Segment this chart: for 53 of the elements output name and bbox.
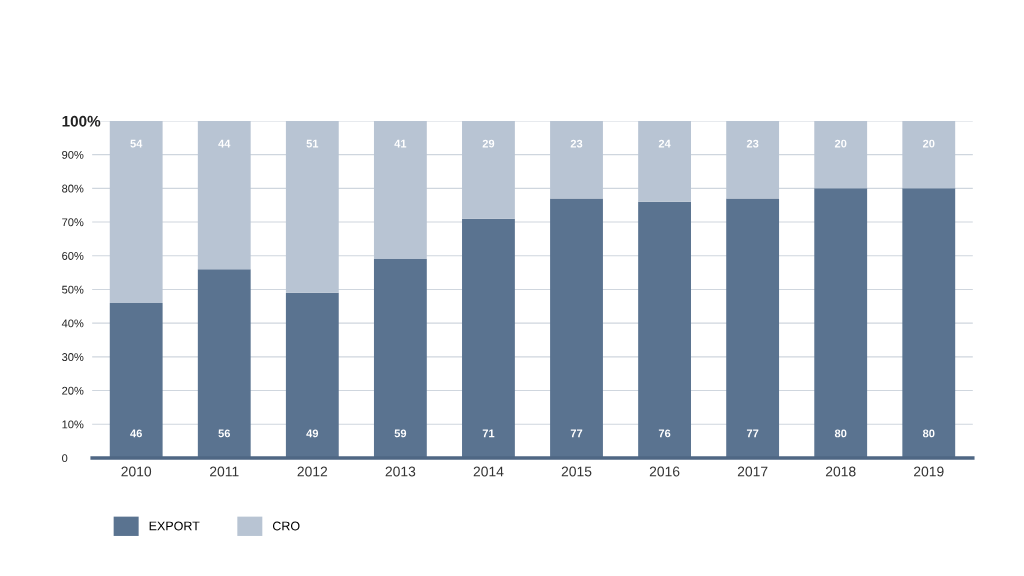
bar: [550, 120, 603, 199]
x-tick-label: 2018: [825, 466, 856, 477]
data-label: 44: [218, 139, 231, 148]
data-label: 76: [658, 429, 671, 438]
data-label: 54: [130, 139, 143, 148]
y-tick-label: 20%: [62, 386, 84, 395]
bar: [638, 120, 691, 202]
data-label: 56: [218, 429, 231, 438]
data-label: 80: [922, 429, 935, 438]
x-tick-label: 2017: [737, 466, 768, 477]
y-tick-label: 60%: [62, 252, 84, 260]
data-label: 29: [482, 139, 495, 148]
y-tick-label: 70%: [62, 218, 84, 227]
y-tick-label: 80%: [62, 184, 84, 193]
x-tick-label: 2010: [121, 466, 152, 477]
data-label: 24: [658, 139, 671, 148]
x-tick-label: 2013: [385, 466, 416, 477]
y-tick-label: 10%: [62, 420, 84, 429]
legend-label: CRO: [272, 521, 300, 531]
x-tick-label: 2011: [210, 466, 239, 477]
data-label: 41: [394, 139, 407, 148]
y-tick-label: 0: [62, 454, 68, 463]
x-tick-label: 2014: [473, 466, 504, 477]
bar: [109, 120, 163, 303]
y-tick-label: 30%: [62, 353, 84, 361]
y-tick-label: 50%: [62, 285, 84, 294]
bar: [902, 120, 956, 189]
y-tick-label: 40%: [61, 319, 84, 328]
data-label: 80: [834, 429, 847, 438]
x-tick-label: 2012: [297, 466, 328, 477]
bar: [462, 120, 515, 219]
bar: [373, 120, 427, 260]
data-label: 20: [922, 139, 935, 148]
data-label: 51: [306, 139, 319, 148]
x-tick-label: 2015: [561, 466, 592, 477]
data-label: 46: [130, 429, 142, 438]
x-tick-label: 2019: [914, 466, 944, 477]
data-label: 23: [570, 139, 583, 148]
legend-label: EXPORT: [149, 521, 200, 531]
x-tick-label: 2016: [649, 466, 680, 477]
bar: [726, 120, 780, 199]
data-label: 77: [570, 429, 583, 438]
bar: [814, 120, 868, 189]
bar: [197, 120, 251, 270]
data-label: 59: [394, 429, 407, 438]
data-label: 77: [746, 429, 759, 438]
y-tick-label: 90%: [62, 150, 84, 159]
y-tick-label: 100%: [62, 115, 101, 127]
data-label: 20: [834, 139, 847, 148]
data-label: 23: [746, 139, 759, 148]
data-label: 71: [482, 429, 495, 438]
data-label: 49: [306, 429, 319, 438]
bar: [285, 120, 339, 293]
